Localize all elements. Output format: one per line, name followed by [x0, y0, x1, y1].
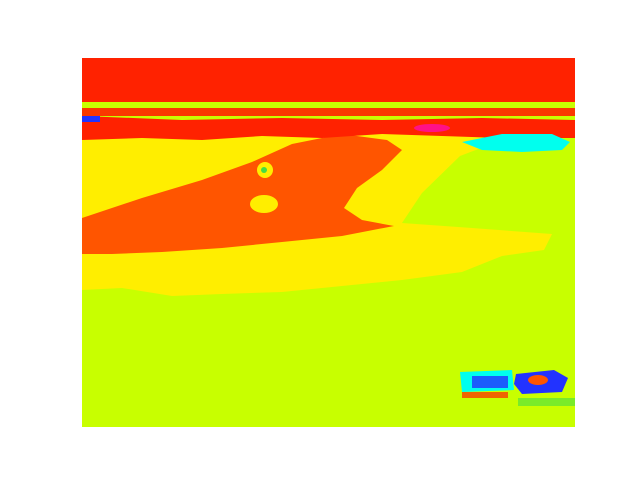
- red-artifact: [462, 392, 508, 398]
- green-dot: [261, 167, 267, 173]
- magenta-patch: [414, 124, 450, 132]
- red-horizon-strip: [82, 108, 575, 116]
- blue-patch-left: [82, 116, 100, 122]
- false-color-image: [82, 58, 575, 427]
- orange-artifact: [528, 375, 548, 385]
- sky-region: [82, 58, 575, 102]
- yellow-island: [250, 195, 278, 213]
- green-artifact: [518, 398, 575, 406]
- cyan-patch: [462, 134, 570, 152]
- red-horizon-band: [82, 116, 575, 140]
- blue-artifact-small: [472, 376, 508, 388]
- orange-river-region: [82, 134, 402, 254]
